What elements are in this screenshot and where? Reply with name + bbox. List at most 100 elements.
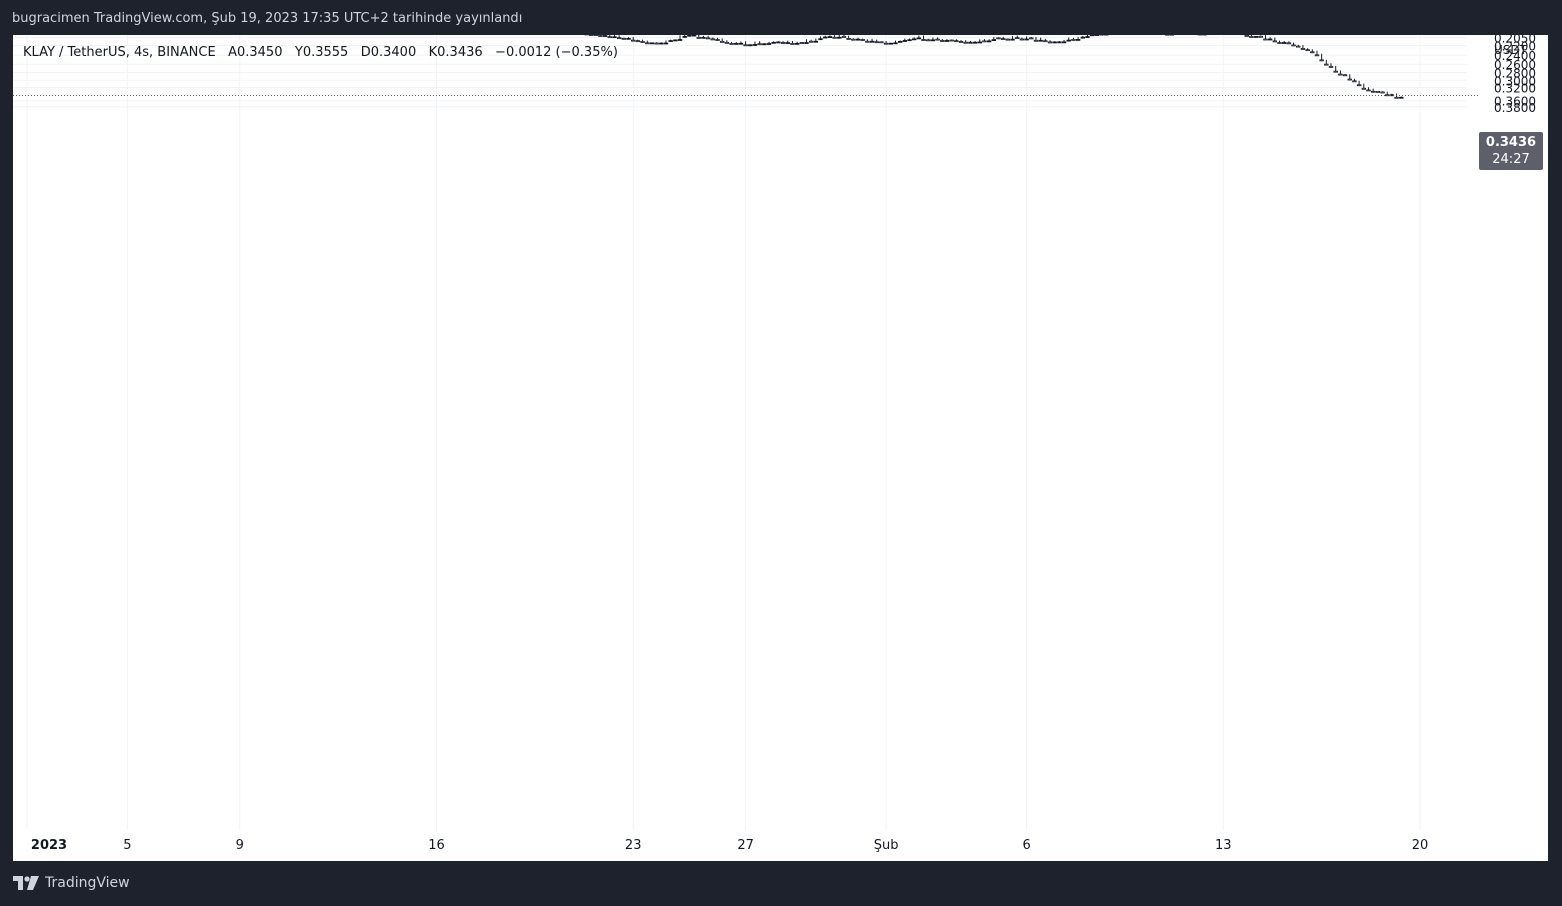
candle-body	[794, 42, 800, 45]
time-axis-label: 5	[123, 838, 131, 853]
candle-body	[682, 36, 687, 38]
price-axis-label: 0.2400	[1494, 49, 1536, 63]
candle-body	[1015, 37, 1020, 40]
candle-body	[668, 40, 673, 42]
time-axis-label: 16	[428, 838, 445, 853]
tradingview-wordmark: TradingView	[45, 875, 130, 891]
candle-body	[897, 40, 903, 43]
bar-countdown: 24:27	[1492, 152, 1530, 167]
candle-body	[977, 41, 982, 44]
candle-body	[996, 37, 1001, 40]
candle-body	[888, 42, 893, 45]
candle-body	[1342, 74, 1348, 77]
candle-body	[748, 44, 753, 47]
candle-body	[902, 40, 908, 42]
candle-body	[1281, 42, 1287, 44]
legend-symbol[interactable]: KLAY / TetherUS, 4s, BINANCE	[23, 45, 216, 60]
candle-body	[1305, 49, 1310, 52]
candle-body	[1029, 37, 1034, 40]
time-axis-label: 27	[737, 838, 754, 853]
candle-body	[912, 38, 917, 41]
candle-body	[1375, 90, 1381, 93]
candle-body	[808, 40, 814, 43]
legend-high: Y0.3555	[294, 45, 349, 60]
last-price-value: 0.3436	[1485, 135, 1537, 150]
price-axis-label: 0.2600	[1494, 58, 1536, 72]
candle-body	[851, 38, 856, 41]
candle-body	[1263, 38, 1268, 41]
price-axis-label: 0.3200	[1494, 82, 1536, 96]
candle-body	[1300, 48, 1306, 50]
candle-body	[724, 41, 730, 44]
candle-body	[1338, 73, 1343, 76]
time-axis-label: 9	[236, 838, 244, 853]
candle-body	[673, 39, 678, 42]
candle-body	[612, 36, 617, 39]
candle-body	[963, 41, 968, 44]
candle-body	[846, 37, 851, 40]
candle-body	[743, 44, 748, 47]
legend-close: K0.3436	[428, 45, 483, 60]
candle-body	[1314, 54, 1320, 57]
candle-body	[677, 39, 683, 41]
time-axis-label: 2023	[31, 838, 67, 853]
candle-body	[1366, 89, 1371, 92]
candle-body	[1066, 39, 1071, 42]
candle-body	[1319, 59, 1324, 62]
candle-body	[1370, 90, 1376, 93]
candle-body	[804, 42, 809, 44]
chart-panel[interactable]: 0.3800 0.3600 0.3200 0.3000 0.2800 0.2600 0.24…	[13, 35, 1548, 861]
candle-body	[1333, 70, 1338, 73]
candle-body	[621, 37, 627, 40]
candle-body	[631, 39, 636, 42]
symbol-legend: KLAY / TetherUS, 4s, BINANCE A0.3450 Y0.…	[23, 45, 618, 60]
tradingview-logo-icon	[13, 876, 39, 890]
candle-body	[1249, 36, 1254, 38]
candle-body	[869, 40, 875, 43]
candle-body	[1000, 38, 1006, 41]
candle-body	[855, 38, 861, 41]
time-axis-label: 6	[1022, 838, 1030, 853]
candle-body	[1038, 39, 1043, 42]
candle-body	[968, 41, 973, 44]
candle-body	[1010, 38, 1015, 41]
candle-body	[1094, 35, 1100, 36]
candle-body	[1080, 36, 1085, 39]
time-axis-label: 20	[1412, 838, 1429, 853]
candle-body	[729, 42, 734, 45]
candle-body	[1380, 91, 1385, 94]
candle-body	[837, 36, 842, 39]
candle-body	[635, 40, 641, 43]
candle-body	[926, 39, 931, 42]
legend-open: A0.3450	[228, 45, 283, 60]
candle-body	[654, 42, 659, 45]
candle-body	[663, 42, 669, 45]
legend-change: −0.0012 (−0.35%)	[495, 45, 618, 60]
candle-body	[1296, 45, 1301, 48]
candle-body	[1057, 41, 1062, 44]
candle-body	[645, 42, 650, 45]
candle-body	[799, 42, 804, 44]
candle-body	[991, 39, 997, 41]
tradingview-logo[interactable]: TradingView	[13, 875, 130, 891]
price-axis-label: 0.2050	[1494, 35, 1536, 46]
candle-body	[982, 40, 987, 43]
candle-body	[827, 36, 833, 38]
candle-body	[1356, 84, 1362, 87]
candle-body	[607, 36, 612, 39]
candle-body	[958, 41, 964, 43]
candle-body	[1047, 41, 1053, 44]
candle-body	[954, 40, 959, 43]
candle-body	[752, 44, 758, 46]
candle-body	[1394, 96, 1399, 99]
candle-body	[1347, 78, 1352, 81]
candle-body	[1089, 35, 1095, 37]
candle-body	[1244, 35, 1249, 37]
candlestick-chart[interactable]: 0.38000.36000.32000.30000.28000.26000.24…	[13, 35, 1548, 861]
price-axis-label: 0.3800	[1494, 101, 1536, 115]
candle-body	[762, 43, 767, 46]
candle-body	[1253, 36, 1259, 38]
candle-body	[738, 42, 744, 45]
candle-body	[640, 41, 645, 43]
candle-body	[785, 42, 790, 44]
